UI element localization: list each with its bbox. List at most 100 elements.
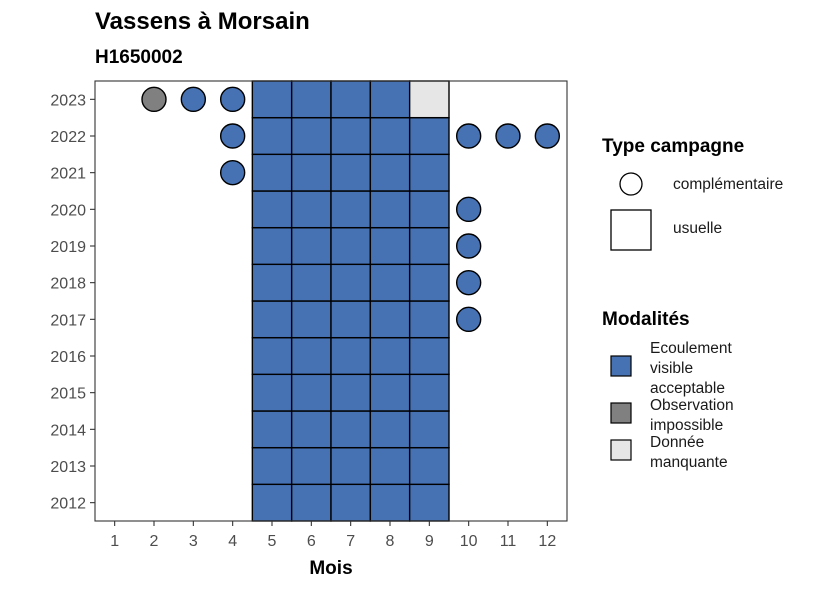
usuelle-cell	[369, 410, 411, 449]
usuelle-cell	[330, 373, 372, 412]
y-tick-label: 2020	[50, 202, 86, 219]
usuelle-cell	[290, 483, 332, 522]
x-tick-label: 6	[307, 533, 316, 550]
legend-fill-label: acceptable	[650, 380, 725, 397]
legend-shape-label: usuelle	[673, 220, 722, 237]
usuelle-cell	[330, 336, 372, 376]
complementaire-point	[495, 123, 521, 149]
complementaire-point	[219, 159, 246, 186]
chart-title: Vassens à Morsain	[95, 8, 310, 35]
usuelle-cell	[290, 153, 332, 192]
x-tick-label: 10	[460, 533, 478, 550]
usuelle-cell	[251, 116, 293, 156]
legend-square-key	[610, 209, 652, 251]
usuelle-cell	[369, 153, 411, 192]
usuelle-cell	[408, 263, 450, 302]
usuelle-cell	[330, 116, 372, 156]
complementaire-point	[141, 86, 167, 113]
usuelle-cell	[290, 226, 332, 266]
complementaire-point	[455, 233, 482, 259]
y-tick-label: 2014	[50, 422, 86, 439]
usuelle-cell	[251, 336, 293, 376]
legend-modalites: Modalités Ecoulement visible acceptableObs…	[602, 309, 734, 471]
usuelle-cell	[369, 190, 411, 229]
usuelle-cell	[330, 153, 372, 192]
y-tick-label: 2022	[50, 129, 86, 146]
usuelle-cell	[251, 446, 293, 486]
x-tick-label: 1	[110, 533, 119, 550]
usuelle-cell	[408, 336, 450, 376]
usuelle-cell	[408, 190, 450, 229]
usuelle-cell	[369, 80, 411, 119]
y-axis: 2012 2013 2014 2015 2016 2017 2018 2019 2020 2021…	[50, 92, 95, 513]
usuelle-cell	[369, 226, 411, 266]
x-axis-title: Mois	[309, 558, 352, 579]
usuelle-cell	[408, 373, 450, 412]
usuelle-cell	[408, 153, 450, 192]
x-tick-label: 12	[538, 533, 556, 550]
usuelle-cell	[330, 410, 372, 449]
complementaire-point	[219, 86, 246, 113]
complementaire-point	[219, 123, 246, 149]
usuelle-cell	[251, 263, 293, 302]
x-tick-label: 3	[189, 533, 198, 550]
usuelle-cell	[330, 483, 372, 522]
complementaire-point	[180, 86, 207, 113]
chart-subtitle: H1650002	[95, 47, 183, 68]
complementaire-point	[534, 123, 561, 149]
legend-fill-key	[610, 439, 632, 461]
usuelle-cell	[251, 226, 293, 266]
usuelle-cell	[369, 263, 411, 302]
usuelle-cell	[369, 483, 411, 522]
legend-fill-label: Ecoulement	[650, 340, 733, 357]
y-tick-label: 2016	[50, 349, 86, 366]
y-tick-label: 2023	[50, 92, 86, 109]
legend-type-campagne: Type campagne complémentaire usuelle	[602, 136, 783, 251]
usuelle-cell	[290, 373, 332, 412]
legend-shape-title: Type campagne	[602, 136, 744, 157]
x-tick-label: 4	[228, 533, 237, 550]
legend-fill-label: visible	[650, 360, 693, 377]
legend-fill-key	[610, 402, 632, 424]
legend-fill-title: Modalités	[602, 309, 690, 330]
y-tick-label: 2015	[50, 386, 86, 403]
usuelle-cell	[408, 300, 450, 339]
usuelle-cell	[330, 80, 372, 119]
x-tick-label: 7	[346, 533, 355, 550]
usuelle-cell	[408, 80, 450, 119]
usuelle-cell	[408, 226, 450, 266]
usuelle-cell	[251, 153, 293, 192]
x-axis: 1 2 3 4 5 6 7 8 9 10 11 12	[110, 521, 556, 550]
usuelle-cell	[369, 446, 411, 486]
x-tick-label: 11	[500, 533, 517, 550]
usuelle-cell	[330, 300, 372, 339]
x-tick-label: 9	[425, 533, 434, 550]
x-tick-label: 5	[268, 533, 277, 550]
x-tick-label: 2	[150, 533, 159, 550]
usuelle-cell	[330, 190, 372, 229]
usuelle-cell	[290, 300, 332, 339]
usuelle-cell	[408, 410, 450, 449]
usuelle-cell	[251, 80, 293, 119]
usuelle-cell	[408, 446, 450, 486]
y-tick-label: 2021	[50, 166, 86, 183]
plot-area	[94, 80, 568, 522]
usuelle-cell	[290, 80, 332, 119]
usuelle-cell	[251, 373, 293, 412]
usuelle-cell	[290, 263, 332, 302]
usuelle-cell	[251, 300, 293, 339]
usuelle-cell	[290, 446, 332, 486]
usuelle-cell	[290, 190, 332, 229]
legend-circle-key	[619, 172, 643, 196]
y-tick-label: 2017	[50, 312, 86, 329]
y-tick-label: 2019	[50, 239, 86, 256]
plot-border	[94, 80, 568, 522]
complementaire-point	[455, 269, 482, 296]
usuelle-cell	[369, 116, 411, 156]
usuelle-cell	[330, 446, 372, 486]
usuelle-cell	[408, 483, 450, 522]
legend-fill-label: Observation	[650, 397, 734, 414]
usuelle-cell	[251, 483, 293, 522]
usuelle-cell	[251, 190, 293, 229]
